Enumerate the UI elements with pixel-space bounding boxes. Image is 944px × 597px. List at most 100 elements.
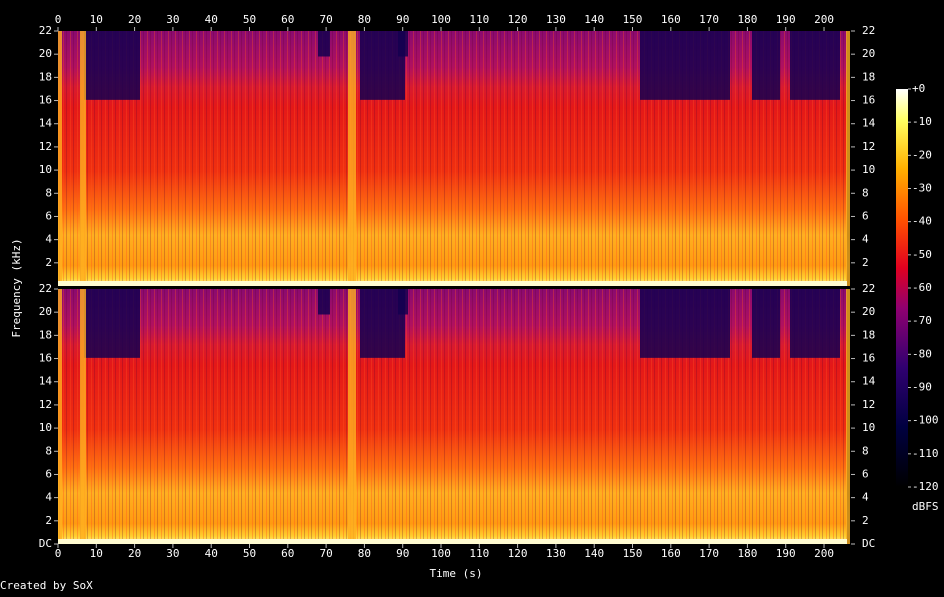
quiet-region bbox=[752, 289, 780, 358]
y-tick-label: 2 bbox=[862, 514, 869, 527]
y-tick-label: DC bbox=[862, 537, 875, 550]
y-tick-label: 16 bbox=[39, 352, 52, 365]
x-tick-label: 190 bbox=[776, 13, 796, 26]
y-tick-label: 8 bbox=[862, 186, 869, 199]
colorbar-tick-label: +0 bbox=[912, 82, 925, 95]
y-tick-label: 20 bbox=[862, 305, 875, 318]
y-tick-label: 16 bbox=[862, 352, 875, 365]
colorbar-tick-label: -100 bbox=[912, 414, 939, 427]
x-tick-label: 150 bbox=[623, 13, 643, 26]
y-tick-label: 6 bbox=[862, 209, 869, 222]
gap bbox=[348, 289, 356, 544]
y-tick-label: 22 bbox=[39, 24, 52, 37]
y-tick-label: 18 bbox=[39, 70, 52, 83]
x-tick-label: 120 bbox=[508, 13, 528, 26]
colorbar-tick-label: -50 bbox=[912, 248, 932, 261]
y-tick-label: 4 bbox=[862, 491, 869, 504]
x-tick-label: 60 bbox=[281, 547, 294, 560]
y-tick-label: 18 bbox=[862, 328, 875, 341]
colorbar-tick-label: -80 bbox=[912, 347, 932, 360]
x-tick-label: 160 bbox=[661, 13, 681, 26]
y-tick-label: 14 bbox=[39, 117, 53, 130]
quiet-region bbox=[318, 289, 330, 315]
colorbar-tick-label: -20 bbox=[912, 148, 932, 161]
gap bbox=[846, 31, 850, 286]
colorbar-tick-label: -90 bbox=[912, 381, 932, 394]
x-tick-label: 20 bbox=[128, 547, 141, 560]
x-tick-label: 50 bbox=[243, 13, 256, 26]
gap bbox=[80, 289, 86, 544]
x-tick-label: 0 bbox=[55, 13, 62, 26]
y-tick-label: 14 bbox=[39, 375, 53, 388]
x-tick-label: 200 bbox=[814, 547, 834, 560]
y-tick-label: 6 bbox=[45, 209, 52, 222]
colorbar-tick-label: -110 bbox=[912, 447, 939, 460]
x-tick-label: 70 bbox=[319, 13, 332, 26]
x-tick-label: 150 bbox=[623, 547, 643, 560]
quiet-region bbox=[84, 31, 140, 100]
x-tick-label: 10 bbox=[90, 547, 103, 560]
x-tick-label: 190 bbox=[776, 547, 796, 560]
x-tick-label: 40 bbox=[205, 13, 218, 26]
x-tick-label: 110 bbox=[469, 547, 489, 560]
y-tick-label: 10 bbox=[39, 163, 52, 176]
x-tick-label: 110 bbox=[469, 13, 489, 26]
dc-band bbox=[58, 539, 847, 544]
y-tick-label: 8 bbox=[45, 444, 52, 457]
y-tick-label: 12 bbox=[39, 398, 52, 411]
x-axis-label: Time (s) bbox=[430, 567, 483, 580]
x-tick-label: 140 bbox=[584, 13, 604, 26]
x-tick-label: 50 bbox=[243, 547, 256, 560]
quiet-region bbox=[752, 31, 780, 100]
x-tick-label: 60 bbox=[281, 13, 294, 26]
quiet-region bbox=[84, 289, 140, 358]
x-tick-label: 30 bbox=[166, 547, 179, 560]
gap bbox=[846, 289, 850, 544]
gap bbox=[80, 31, 86, 286]
x-tick-label: 180 bbox=[737, 547, 757, 560]
quiet-region bbox=[790, 31, 840, 100]
y-tick-label: 20 bbox=[39, 47, 52, 60]
x-tick-label: 160 bbox=[661, 547, 681, 560]
x-tick-label: 90 bbox=[396, 13, 409, 26]
y-tick-label: 16 bbox=[39, 94, 52, 107]
y-tick-label: 12 bbox=[39, 140, 52, 153]
y-tick-label: 18 bbox=[39, 328, 52, 341]
y-tick-label: 6 bbox=[45, 467, 52, 480]
y-tick-label: 4 bbox=[862, 233, 869, 246]
y-tick-label: 22 bbox=[862, 282, 875, 295]
x-tick-label: 10 bbox=[90, 13, 103, 26]
colorbar-tick-label: -40 bbox=[912, 215, 932, 228]
colorbar-tick-label: -120 bbox=[912, 480, 939, 493]
y-tick-label: 4 bbox=[45, 491, 52, 504]
gap bbox=[58, 31, 62, 286]
y-tick-label: 20 bbox=[39, 305, 52, 318]
y-tick-label: 22 bbox=[39, 282, 52, 295]
x-tick-label: 170 bbox=[699, 547, 719, 560]
x-tick-label: 170 bbox=[699, 13, 719, 26]
y-tick-label: 16 bbox=[862, 94, 875, 107]
x-tick-label: 90 bbox=[396, 547, 409, 560]
y-tick-label: 6 bbox=[862, 467, 869, 480]
credit: Created by SoX bbox=[0, 579, 93, 592]
x-tick-label: 0 bbox=[55, 547, 62, 560]
y-tick-label: 10 bbox=[39, 421, 52, 434]
quiet-region bbox=[360, 289, 405, 358]
x-tick-label: 40 bbox=[205, 547, 218, 560]
y-tick-label: 12 bbox=[862, 140, 875, 153]
colorbar-tick-label: -30 bbox=[912, 182, 932, 195]
y-tick-label: 10 bbox=[862, 163, 875, 176]
quiet-region bbox=[398, 31, 408, 57]
gap bbox=[58, 289, 62, 544]
quiet-region bbox=[640, 289, 730, 358]
y-tick-label: 8 bbox=[862, 444, 869, 457]
y-tick-label: 14 bbox=[862, 117, 876, 130]
x-tick-label: 20 bbox=[128, 13, 141, 26]
y-tick-label: 12 bbox=[862, 398, 875, 411]
x-tick-label: 80 bbox=[358, 13, 371, 26]
y-axis-label: Frequency (kHz) bbox=[10, 238, 23, 337]
y-tick-label: 10 bbox=[862, 421, 875, 434]
quiet-region bbox=[640, 31, 730, 100]
colorbar-tick-label: -10 bbox=[912, 115, 932, 128]
